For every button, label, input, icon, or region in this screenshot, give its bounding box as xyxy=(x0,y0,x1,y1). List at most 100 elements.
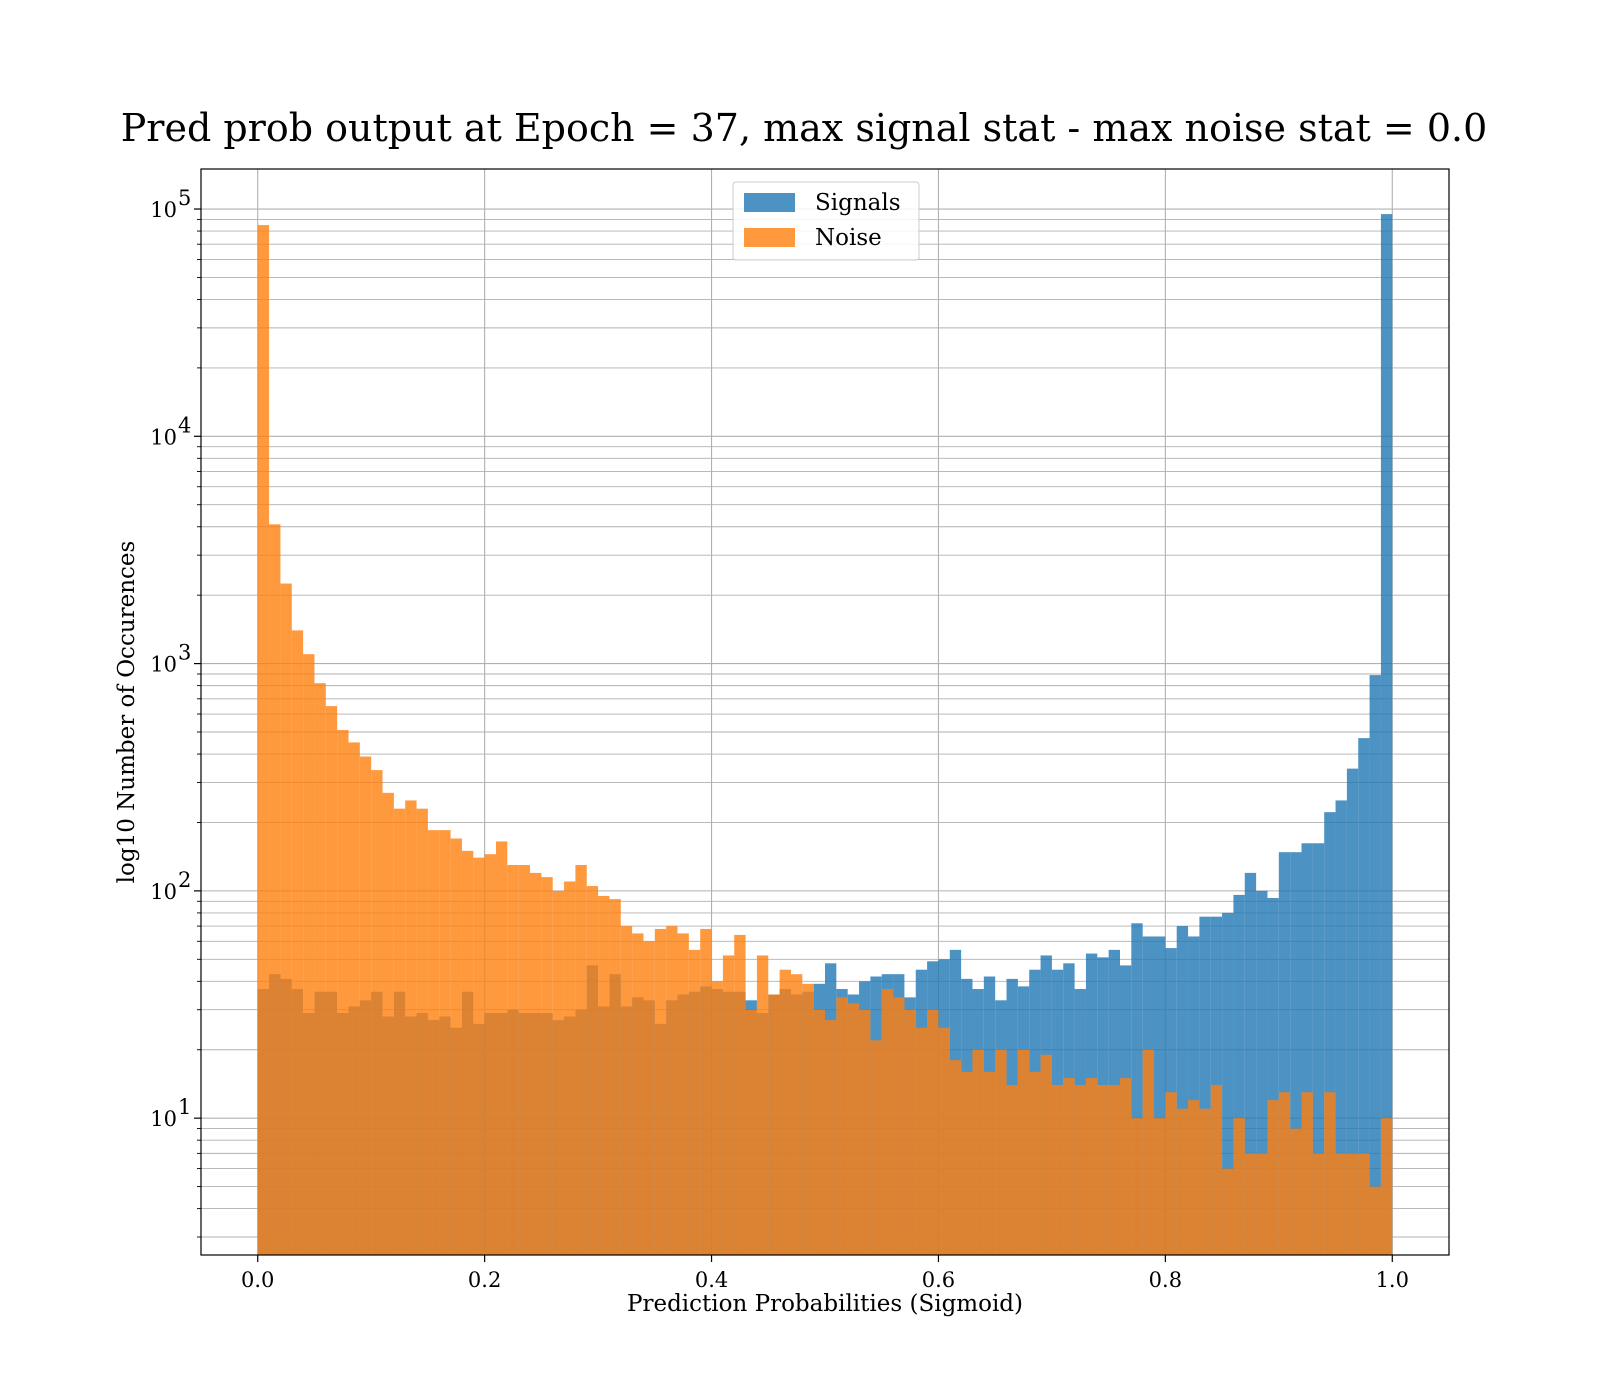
signals-bar xyxy=(1154,936,1166,1255)
y-tick-label: 10 xyxy=(150,880,177,904)
y-tick-exponent: 5 xyxy=(178,186,191,210)
noise-bar xyxy=(450,838,462,1255)
noise-bar xyxy=(280,583,292,1255)
y-tick-exponent: 1 xyxy=(178,1095,191,1119)
noise-bar xyxy=(257,225,270,1255)
noise-bar xyxy=(314,683,326,1255)
x-tick-label: 0.0 xyxy=(241,1268,274,1292)
noise-bar xyxy=(756,955,769,1255)
signals-bar xyxy=(1199,916,1211,1255)
noise-bar xyxy=(1165,1092,1177,1255)
noise-bar xyxy=(1154,1118,1166,1255)
noise-bar xyxy=(1051,1084,1064,1255)
noise-bar xyxy=(688,949,701,1255)
noise-bar xyxy=(1131,1118,1143,1255)
noise-bar xyxy=(269,524,281,1255)
signals-bar xyxy=(1131,923,1143,1255)
noise-bar xyxy=(677,933,689,1255)
noise-bar xyxy=(722,955,735,1255)
noise-bar xyxy=(654,928,667,1255)
noise-bar xyxy=(881,989,894,1255)
signals-bar xyxy=(1346,768,1359,1255)
noise-bar xyxy=(1244,1153,1257,1255)
noise-bar xyxy=(813,1009,825,1255)
noise-bar xyxy=(620,926,633,1255)
noise-bar xyxy=(1358,1153,1370,1255)
noise-bar xyxy=(473,857,485,1255)
noise-bar xyxy=(711,981,723,1255)
noise-bar xyxy=(371,770,383,1255)
noise-bar xyxy=(802,983,814,1255)
noise-bar xyxy=(938,1027,950,1255)
noise-bar xyxy=(734,934,746,1255)
noise-bar xyxy=(393,808,406,1255)
noise-bar xyxy=(927,1009,939,1255)
noise-bar xyxy=(1233,1118,1245,1255)
noise-bar xyxy=(439,830,451,1255)
noise-bar xyxy=(1267,1100,1279,1255)
noise-bar xyxy=(700,928,712,1255)
noise-bar xyxy=(325,706,338,1255)
y-axis-label: log10 Number of Occurences xyxy=(114,541,140,884)
noise-bar xyxy=(745,1009,757,1255)
noise-bar xyxy=(1346,1153,1359,1255)
x-tick-label: 0.2 xyxy=(468,1268,501,1292)
noise-bar xyxy=(949,1060,962,1255)
legend-swatch-noise xyxy=(744,228,795,247)
chart-title: Pred prob output at Epoch = 37, max sign… xyxy=(121,106,1488,150)
signals-bar xyxy=(1369,675,1381,1255)
noise-bar xyxy=(382,792,394,1255)
noise-bar xyxy=(1369,1186,1381,1255)
signals-bar xyxy=(1176,926,1189,1255)
noise-bar xyxy=(1380,1118,1393,1255)
noise-bar xyxy=(1063,1078,1075,1255)
noise-bar xyxy=(632,933,644,1255)
noise-bar xyxy=(643,941,655,1255)
noise-bar xyxy=(507,864,519,1255)
noise-bar xyxy=(337,730,349,1255)
noise-bar xyxy=(552,890,565,1255)
noise-bar xyxy=(564,881,576,1255)
signals-bar xyxy=(1335,800,1347,1255)
signals-bar xyxy=(1301,843,1313,1255)
signals-bar xyxy=(1312,843,1325,1255)
noise-bar xyxy=(1199,1108,1211,1255)
noise-bar xyxy=(1017,1049,1030,1255)
noise-bar xyxy=(1290,1128,1302,1255)
noise-bar xyxy=(915,1027,928,1255)
y-tick-exponent: 4 xyxy=(178,413,191,437)
signals-bar xyxy=(1244,872,1257,1255)
x-tick-label: 0.8 xyxy=(1149,1268,1182,1292)
noise-bar xyxy=(1142,1049,1155,1255)
noise-bar xyxy=(1097,1084,1109,1255)
noise-bar xyxy=(1312,1153,1325,1255)
noise-bar xyxy=(530,872,542,1255)
signals-bar xyxy=(1290,852,1302,1255)
noise-bar xyxy=(575,864,587,1255)
noise-bar xyxy=(1324,1092,1336,1255)
noise-bar xyxy=(1301,1092,1313,1255)
noise-bar xyxy=(666,926,678,1255)
x-tick-label: 0.4 xyxy=(695,1268,728,1292)
noise-bar xyxy=(972,1049,984,1255)
noise-bar xyxy=(825,1020,837,1255)
y-tick-label: 10 xyxy=(150,425,177,449)
noise-bar xyxy=(303,654,315,1255)
signals-bar xyxy=(1358,738,1370,1255)
x-axis: 0.0 0.2 0.4 0.6 0.8 1.0 xyxy=(241,1255,1409,1292)
noise-bar xyxy=(870,1040,882,1255)
noise-bar xyxy=(904,1009,916,1255)
noise-bar xyxy=(1188,1100,1200,1255)
noise-bar xyxy=(961,1071,973,1255)
y-tick-label: 10 xyxy=(150,1107,177,1131)
noise-bar xyxy=(427,830,440,1255)
noise-bar xyxy=(1085,1078,1098,1255)
noise-bar xyxy=(1119,1078,1132,1255)
noise-bar xyxy=(598,895,610,1255)
noise-bar xyxy=(836,997,848,1255)
y-tick-label: 10 xyxy=(150,198,177,222)
legend-label-signals: Signals xyxy=(815,190,901,216)
signals-bar xyxy=(1267,898,1279,1255)
signals-bar xyxy=(1256,890,1268,1255)
